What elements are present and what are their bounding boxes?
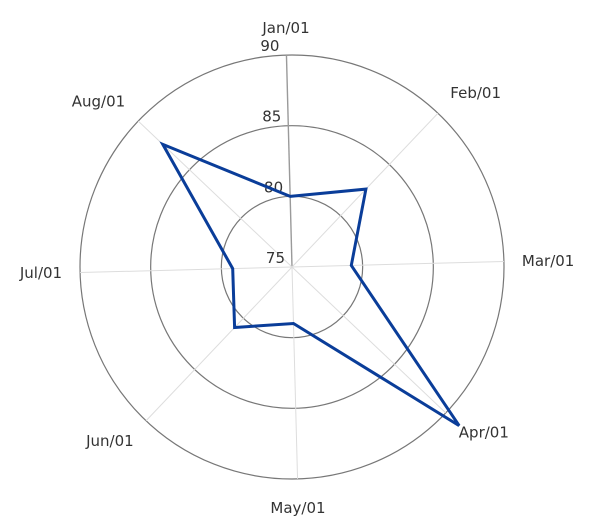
spoke-4	[291, 266, 299, 479]
spoke-5	[145, 266, 293, 422]
spoke-6	[80, 266, 293, 274]
series-line-0	[159, 141, 461, 427]
spoke-2	[291, 260, 504, 268]
category-label-4: May/01	[270, 499, 325, 517]
series-layer	[159, 141, 461, 427]
category-labels: Jan/01 Feb/01 Mar/01 Apr/01 May/01 Jun/01 Jul/…	[19, 19, 575, 517]
tick-label-85: 85	[262, 108, 281, 126]
category-label-5: Jun/01	[85, 432, 134, 450]
spoke-3	[291, 266, 447, 414]
category-label-0: Jan/01	[261, 19, 309, 37]
category-label-2: Mar/01	[522, 252, 574, 270]
grid-ring-85	[150, 125, 434, 409]
category-label-1: Feb/01	[450, 84, 501, 102]
category-label-3: Apr/01	[459, 423, 509, 441]
category-label-7: Aug/01	[72, 93, 125, 111]
spoke-0	[285, 55, 293, 268]
category-label-6: Jul/01	[19, 264, 62, 282]
grid-ring-90	[79, 54, 505, 480]
tick-label-75: 75	[266, 249, 285, 267]
tick-label-90: 90	[260, 37, 279, 55]
